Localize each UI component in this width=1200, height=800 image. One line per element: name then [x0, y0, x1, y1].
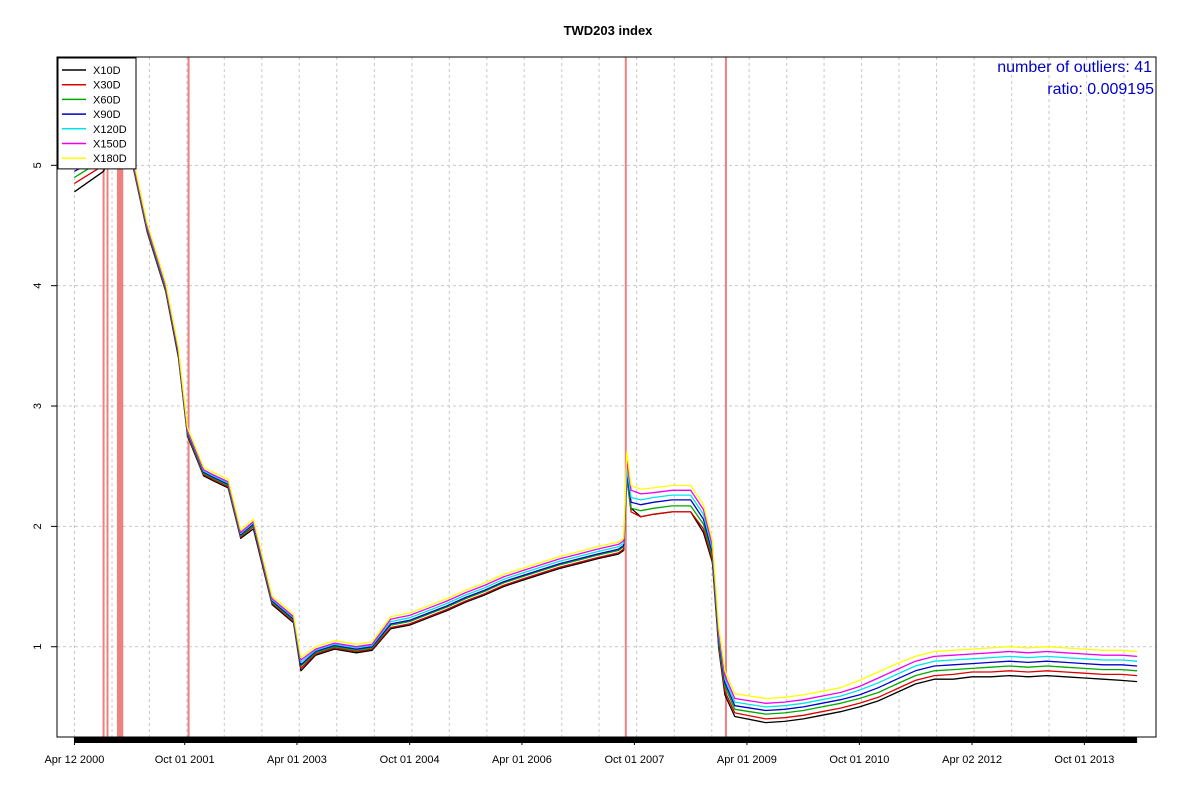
legend-label-x90d: X90D: [93, 109, 121, 121]
series-x30d: [74, 128, 1138, 720]
series-x120d: [74, 121, 1138, 708]
x-tick-label: Apr 02 2012: [942, 754, 1002, 766]
x-tick-label: Apr 01 2003: [267, 754, 327, 766]
outlier-lines: [102, 57, 727, 737]
chart-title: TWD203 index: [564, 23, 654, 38]
legend-label-x180d: X180D: [93, 153, 127, 165]
ratio-label: ratio: 0.009195: [1047, 81, 1154, 98]
legend-label-x10d: X10D: [93, 65, 121, 77]
series-x10d: [74, 128, 1138, 724]
series-x60d: [74, 126, 1138, 715]
y-tick-label: 5: [32, 162, 44, 168]
plot-frame: [56, 56, 1157, 738]
legend-label-x120d: X120D: [93, 124, 127, 136]
legend: X10D X30D X60D X90D X120D X150D X180D: [57, 57, 137, 170]
legend-label-x150d: X150D: [93, 139, 127, 151]
outliers-count-label: number of outliers: 41: [997, 59, 1152, 76]
y-tick-label: 4: [32, 283, 44, 289]
series-x90d: [74, 123, 1138, 712]
legend-box: [57, 57, 137, 170]
legend-label-x60d: X60D: [93, 94, 121, 106]
x-tick-label: Oct 01 2007: [604, 754, 664, 766]
grid: [57, 57, 1156, 737]
series-lines: [74, 116, 1138, 724]
y-tick-label: 1: [32, 644, 44, 650]
x-tick-label: Apr 01 2006: [492, 754, 552, 766]
y-tick-label: 3: [32, 403, 44, 409]
y-axis: 1 2 3 4 5: [32, 162, 57, 650]
series-x180d: [74, 116, 1138, 700]
series-x150d: [74, 118, 1138, 704]
legend-label-x30d: X30D: [93, 80, 121, 92]
x-axis-tick-band: [74, 737, 1138, 743]
y-tick-label: 2: [32, 523, 44, 529]
x-tick-label: Apr 01 2009: [717, 754, 777, 766]
x-tick-label: Oct 01 2010: [829, 754, 889, 766]
x-tick-label: Oct 01 2001: [155, 754, 215, 766]
x-tick-label: Apr 12 2000: [44, 754, 104, 766]
x-tick-label: Oct 01 2013: [1054, 754, 1114, 766]
x-tick-label: Oct 01 2004: [380, 754, 440, 766]
x-axis: Apr 12 2000 Oct 01 2001 Apr 01 2003 Oct 01 …: [44, 737, 1138, 766]
